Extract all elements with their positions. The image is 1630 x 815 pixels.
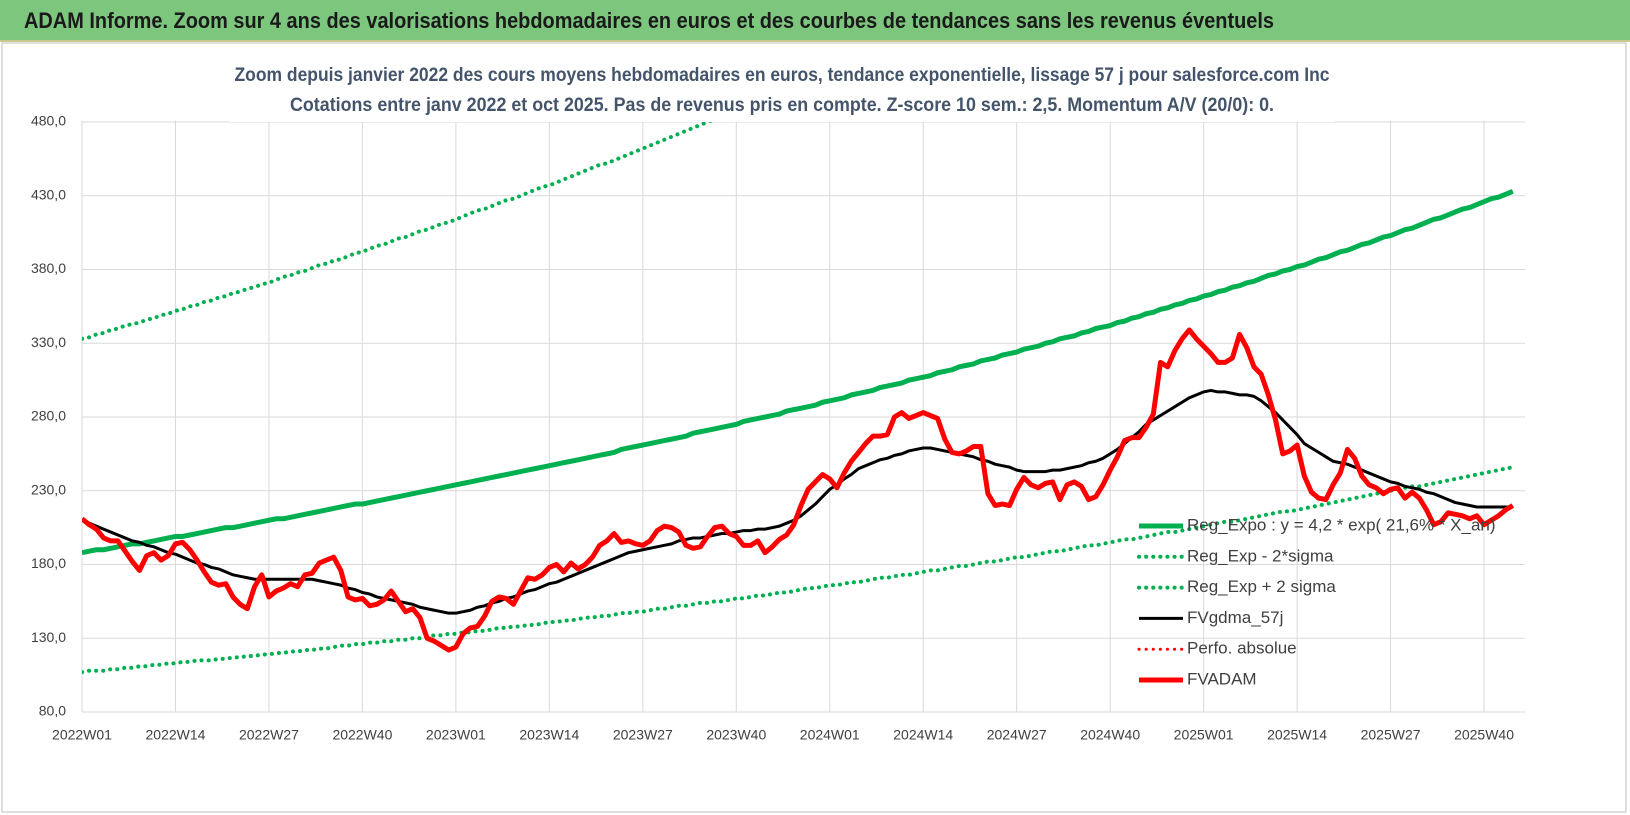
y-tick-label: 280,0 (31, 408, 66, 424)
title-box (230, 58, 1335, 122)
y-tick-label: 330,0 (31, 334, 66, 350)
x-tick-label: 2022W14 (146, 727, 206, 743)
y-tick-label: 480,0 (31, 113, 66, 129)
legend-label: FVADAM (1187, 669, 1257, 688)
legend-label: Reg_Exp - 2*sigma (1187, 546, 1334, 565)
header-bar (0, 0, 1630, 40)
x-tick-label: 2025W14 (1267, 727, 1327, 743)
chart-title: Zoom depuis janvier 2022 des cours moyen… (235, 65, 1330, 86)
x-tick-label: 2024W14 (893, 727, 953, 743)
x-tick-label: 2024W40 (1080, 727, 1140, 743)
x-tick-label: 2023W14 (519, 727, 579, 743)
y-tick-label: 180,0 (31, 555, 66, 571)
x-tick-label: 2025W27 (1361, 727, 1421, 743)
x-tick-label: 2022W27 (239, 727, 299, 743)
page-title: ADAM Informe. Zoom sur 4 ans des valoris… (24, 8, 1274, 33)
y-tick-label: 130,0 (31, 629, 66, 645)
series-line (82, 327, 1515, 653)
x-tick-label: 2023W01 (426, 727, 486, 743)
legend-label: Perfo. absolue (1187, 639, 1297, 658)
series-line (82, 465, 1515, 675)
y-tick-label: 430,0 (31, 186, 66, 202)
y-tick-label: 80,0 (39, 703, 66, 719)
x-tick-label: 2023W40 (706, 727, 766, 743)
x-tick-label: 2025W40 (1454, 727, 1514, 743)
x-tick-label: 2022W01 (52, 727, 112, 743)
x-tick-label: 2024W27 (987, 727, 1047, 743)
chart-frame (1, 42, 1627, 813)
y-tick-label: 380,0 (31, 260, 66, 276)
x-tick-label: 2022W40 (332, 727, 392, 743)
legend-label: FVgdma_57j (1187, 608, 1283, 627)
series-line (82, 189, 1514, 556)
x-tick-label: 2024W01 (800, 727, 860, 743)
legend-label: Reg_Exp + 2 sigma (1187, 577, 1336, 596)
series-line (82, 92, 786, 341)
y-tick-label: 230,0 (31, 481, 66, 497)
x-tick-label: 2023W27 (613, 727, 673, 743)
x-tick-label: 2025W01 (1174, 727, 1234, 743)
chart-subtitle: Cotations entre janv 2022 et oct 2025. P… (290, 95, 1274, 116)
legend-label: Reg_Expo : y = 4,2 * exp( 21,6% * X_an) (1187, 515, 1496, 534)
